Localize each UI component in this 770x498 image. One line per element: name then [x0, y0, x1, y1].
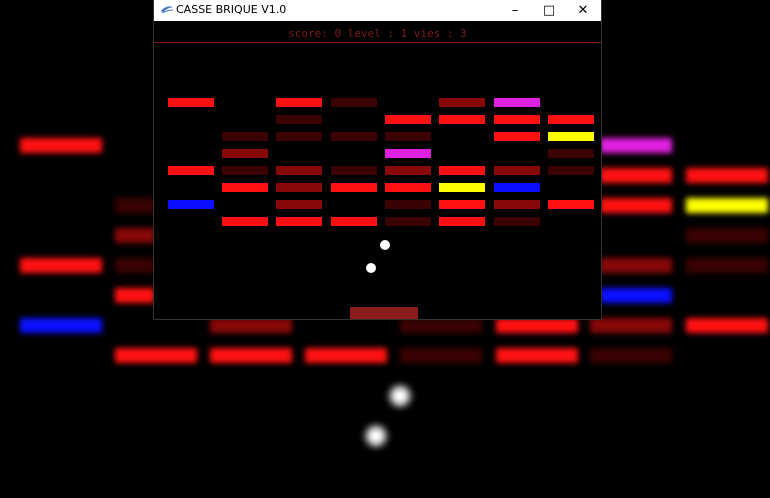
bg-brick: [115, 258, 155, 273]
brick: [331, 183, 377, 192]
brick: [385, 183, 431, 192]
brick: [222, 166, 268, 175]
brick: [168, 200, 214, 209]
brick: [168, 166, 214, 175]
bg-brick: [686, 258, 768, 273]
bg-brick: [600, 258, 672, 273]
playfield: [168, 98, 594, 319]
bg-brick: [600, 168, 672, 183]
bg-brick: [590, 318, 672, 333]
brick: [439, 200, 485, 209]
brick: [222, 217, 268, 226]
bg-ball: [390, 386, 410, 406]
brick: [439, 166, 485, 175]
title-bar[interactable]: CASSE BRIQUE V1.0 – □ ✕: [154, 0, 601, 21]
app-icon: [161, 6, 174, 14]
brick: [548, 166, 594, 175]
close-icon: ✕: [577, 3, 589, 18]
brick: [168, 98, 214, 107]
ball: [366, 263, 376, 273]
maximize-button[interactable]: □: [532, 0, 566, 21]
brick: [548, 115, 594, 124]
ball: [380, 240, 390, 250]
brick: [548, 200, 594, 209]
brick: [331, 217, 377, 226]
brick: [276, 115, 322, 124]
bg-brick: [496, 348, 578, 363]
bg-brick: [400, 348, 482, 363]
bg-brick: [400, 318, 482, 333]
minimize-icon: –: [511, 3, 519, 18]
brick: [276, 183, 322, 192]
bg-brick: [210, 318, 292, 333]
brick: [494, 115, 540, 124]
bg-brick: [210, 348, 292, 363]
brick: [331, 166, 377, 175]
brick: [385, 132, 431, 141]
brick: [494, 166, 540, 175]
brick: [276, 200, 322, 209]
bg-brick: [305, 348, 387, 363]
window-title: CASSE BRIQUE V1.0: [176, 3, 287, 16]
bg-brick: [686, 198, 768, 213]
brick: [385, 217, 431, 226]
brick: [385, 200, 431, 209]
bg-brick: [686, 228, 768, 243]
bg-brick: [600, 138, 672, 153]
brick: [439, 217, 485, 226]
hud-status: score: 0 level : 1 vies : 3: [288, 27, 467, 40]
brick: [548, 132, 594, 141]
bg-brick: [686, 168, 768, 183]
bg-ball: [366, 426, 386, 446]
bg-brick: [686, 318, 768, 333]
brick: [276, 217, 322, 226]
game-canvas[interactable]: score: 0 level : 1 vies : 3: [154, 21, 601, 319]
bg-brick: [115, 198, 155, 213]
bg-brick: [115, 348, 197, 363]
brick: [494, 132, 540, 141]
paddle[interactable]: [350, 307, 418, 319]
maximize-icon: □: [542, 3, 556, 18]
brick: [222, 183, 268, 192]
close-button[interactable]: ✕: [566, 0, 600, 21]
bg-brick: [20, 318, 102, 333]
bg-brick: [590, 348, 672, 363]
brick: [548, 149, 594, 158]
brick: [276, 166, 322, 175]
bg-brick: [496, 318, 578, 333]
brick: [222, 149, 268, 158]
brick: [276, 98, 322, 107]
brick: [331, 98, 377, 107]
brick: [494, 183, 540, 192]
hud-divider: [154, 42, 601, 43]
brick: [494, 98, 540, 107]
brick: [331, 132, 377, 141]
brick: [276, 132, 322, 141]
brick: [385, 149, 431, 158]
bg-brick: [600, 288, 672, 303]
bg-brick: [115, 288, 155, 303]
bg-brick: [600, 198, 672, 213]
brick: [494, 217, 540, 226]
brick: [222, 132, 268, 141]
game-window[interactable]: CASSE BRIQUE V1.0 – □ ✕ score: 0 level :…: [154, 0, 601, 319]
brick: [494, 200, 540, 209]
bg-brick: [115, 228, 155, 243]
brick: [439, 183, 485, 192]
brick: [385, 166, 431, 175]
bg-brick: [20, 138, 102, 153]
brick: [439, 115, 485, 124]
bg-brick: [20, 258, 102, 273]
brick: [385, 115, 431, 124]
brick: [439, 98, 485, 107]
minimize-button[interactable]: –: [498, 0, 532, 21]
